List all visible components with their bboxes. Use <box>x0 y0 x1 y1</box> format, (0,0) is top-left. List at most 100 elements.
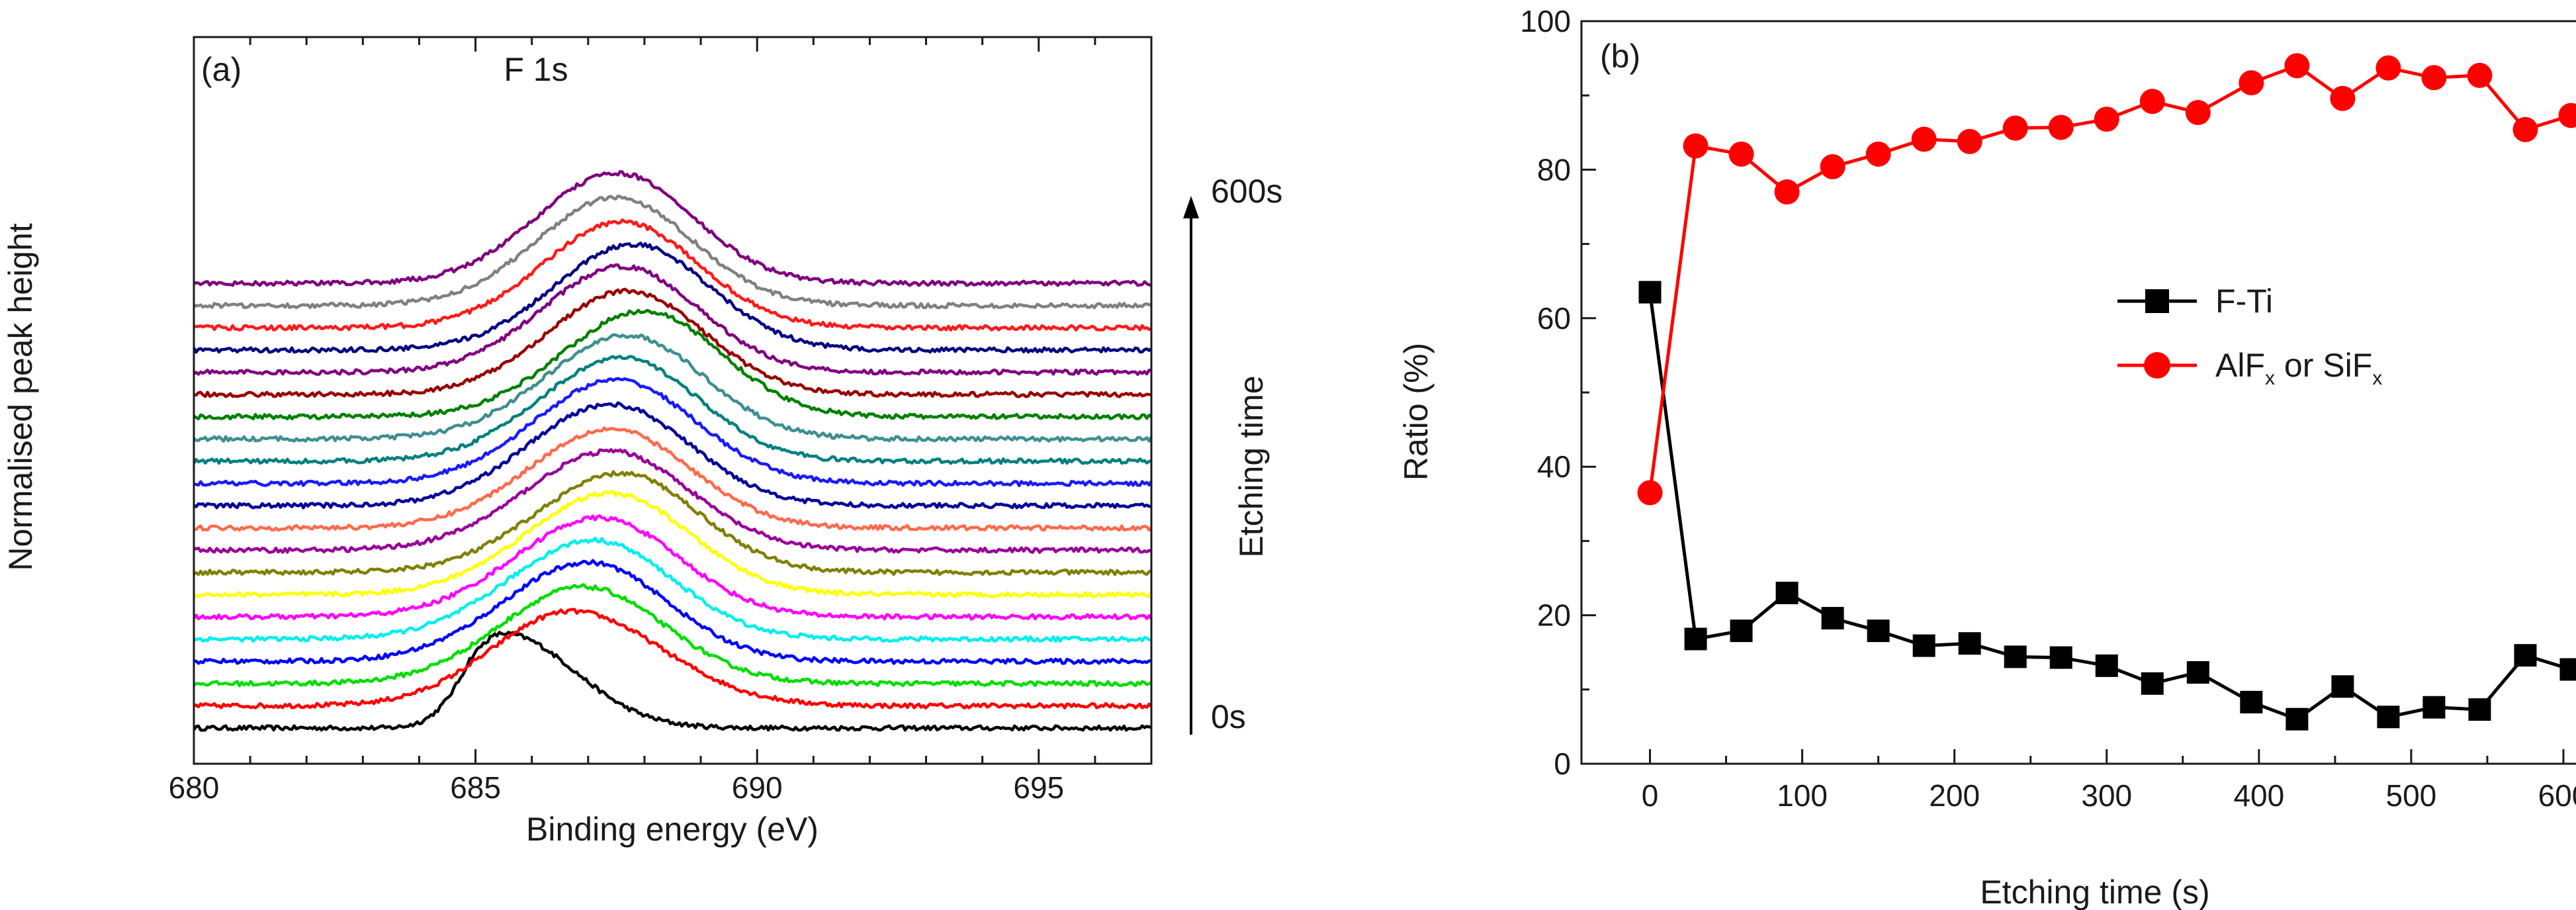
data-point-alfx-sifx <box>2239 70 2264 96</box>
legend-label-alf-subscript: x <box>2265 367 2275 389</box>
data-point-f-ti <box>2095 654 2118 677</box>
data-point-f-ti <box>1821 607 1844 630</box>
panel-a-y-axis-title: Normalised peak height <box>2 223 39 570</box>
panel-b-x-tick-label: 400 <box>2233 778 2284 813</box>
panel-a-x-tick-label: 680 <box>169 770 220 805</box>
panel-a-spectra: Normalised peak height Binding energy (e… <box>2 36 1282 848</box>
data-point-alfx-sifx <box>2048 114 2074 140</box>
spectrum-curve <box>193 287 1152 398</box>
data-point-alfx-sifx <box>2330 85 2356 111</box>
panel-b-plot-frame <box>1580 20 2576 765</box>
panel-a-label: (a) <box>201 51 242 88</box>
panel-b-y-tick-labels: 0 20 40 60 80 100 <box>1520 4 1571 781</box>
data-point-alfx-sifx <box>1957 128 1982 154</box>
etching-time-arrow-top-label: 600s <box>1211 173 1282 210</box>
spectrum-curve <box>193 608 1153 709</box>
panel-b-y-tick-label: 20 <box>1537 598 1571 633</box>
panel-a-x-axis-title: Binding energy (eV) <box>526 811 819 848</box>
data-point-f-ti <box>2286 707 2309 731</box>
panel-a-x-tick-label: 685 <box>450 770 501 805</box>
data-point-f-ti <box>1912 634 1935 657</box>
data-point-f-ti <box>2141 672 2164 695</box>
etching-time-arrowhead-icon <box>1183 196 1199 218</box>
data-point-alfx-sifx <box>2139 89 2165 114</box>
data-point-alfx-sifx <box>2467 62 2493 88</box>
panel-b-y-tick-label: 100 <box>1520 4 1571 38</box>
data-point-f-ti <box>2514 644 2537 667</box>
legend-label-or-sif: or SiF <box>2275 347 2372 384</box>
legend-label-alf: AlF <box>2215 347 2265 384</box>
data-point-f-ti <box>1775 581 1799 604</box>
spectrum-curve <box>193 355 1152 465</box>
panel-a-x-tick-label: 690 <box>732 770 783 805</box>
panel-b-x-tick-label: 500 <box>2386 778 2437 813</box>
legend-marker-square-icon <box>2145 289 2169 313</box>
spectrum-curve <box>193 582 1152 688</box>
data-point-f-ti <box>1684 627 1707 651</box>
data-point-f-ti <box>2186 660 2209 684</box>
panel-b-x-tick-label: 0 <box>1642 778 1659 813</box>
data-point-f-ti <box>2049 646 2072 669</box>
panel-b-label: (b) <box>1600 38 1640 75</box>
panel-b-x-axis-title: Etching time (s) <box>1980 874 2209 910</box>
panel-a-spectra-curves <box>192 169 1153 732</box>
legend-label-alfx-sifx: AlFx or SiFx <box>2215 347 2382 389</box>
spectrum-curve <box>193 401 1152 510</box>
panel-b-x-tick-labels: 0 100 200 300 400 500 600 <box>1642 778 2576 813</box>
data-point-alfx-sifx <box>2421 65 2447 91</box>
spectrum-curve <box>193 631 1152 732</box>
spectrum-curve <box>193 169 1152 287</box>
panel-b-x-tick-label: 200 <box>1929 778 1980 813</box>
data-point-alfx-sifx <box>1820 154 1845 179</box>
panel-a-ticks <box>193 37 1153 764</box>
data-point-alfx-sifx <box>1683 133 1709 159</box>
data-point-alfx-sifx <box>2094 107 2119 132</box>
spectrum-curve <box>193 537 1152 643</box>
panel-a-x-tick-label: 695 <box>1013 770 1064 805</box>
data-point-f-ti <box>2240 690 2263 713</box>
panel-b-x-tick-label: 600 <box>2538 778 2576 813</box>
spectrum-curve <box>193 470 1153 576</box>
panel-b-x-tick-label: 100 <box>1777 778 1828 813</box>
spectrum-curve <box>193 308 1153 421</box>
data-point-alfx-sifx <box>2512 116 2538 142</box>
spectrum-curve <box>192 242 1153 354</box>
spectrum-curve <box>193 426 1153 532</box>
data-point-alfx-sifx <box>1911 126 1937 152</box>
data-point-f-ti <box>2377 705 2400 729</box>
data-point-f-ti <box>1638 281 1662 304</box>
legend-label-f-ti: F-Ti <box>2215 283 2273 320</box>
spectrum-curve <box>193 194 1152 310</box>
data-point-alfx-sifx <box>1865 141 1891 167</box>
panel-b-x-tick-label: 300 <box>2081 778 2132 813</box>
panel-b-y-axis-title: Ratio (%) <box>1398 343 1435 480</box>
data-point-f-ti <box>1730 619 1753 643</box>
panel-b-y-tick-label: 40 <box>1537 449 1571 484</box>
data-point-f-ti <box>2331 675 2354 698</box>
data-point-alfx-sifx <box>2376 55 2401 81</box>
spectrum-curve <box>193 377 1153 488</box>
data-point-f-ti <box>1958 632 1981 655</box>
spectrum-curve <box>193 218 1152 332</box>
data-point-alfx-sifx <box>2185 100 2211 126</box>
data-point-alfx-sifx <box>2284 53 2310 79</box>
panel-a-plot-frame <box>193 36 1153 765</box>
data-point-alfx-sifx <box>1728 141 1754 167</box>
spectrum-curve <box>193 490 1153 599</box>
data-point-f-ti <box>2559 658 2576 681</box>
panel-b-y-tick-label: 80 <box>1537 152 1571 187</box>
spectrum-curve <box>193 263 1152 377</box>
legend-marker-circle-icon <box>2144 352 2170 379</box>
data-point-alfx-sifx <box>1774 179 1800 205</box>
data-point-alfx-sifx <box>1637 480 1663 506</box>
spectrum-curve <box>193 559 1152 665</box>
etching-time-arrow-title: Etching time <box>1233 375 1270 557</box>
panel-b-y-tick-label: 0 <box>1554 747 1571 781</box>
spectrum-curve <box>193 333 1153 443</box>
spectrum-curve <box>193 448 1152 554</box>
data-point-f-ti <box>2004 645 2027 668</box>
data-point-f-ti <box>2468 698 2491 721</box>
data-point-f-ti <box>2422 696 2446 719</box>
panel-b-y-tick-label: 60 <box>1537 301 1571 336</box>
